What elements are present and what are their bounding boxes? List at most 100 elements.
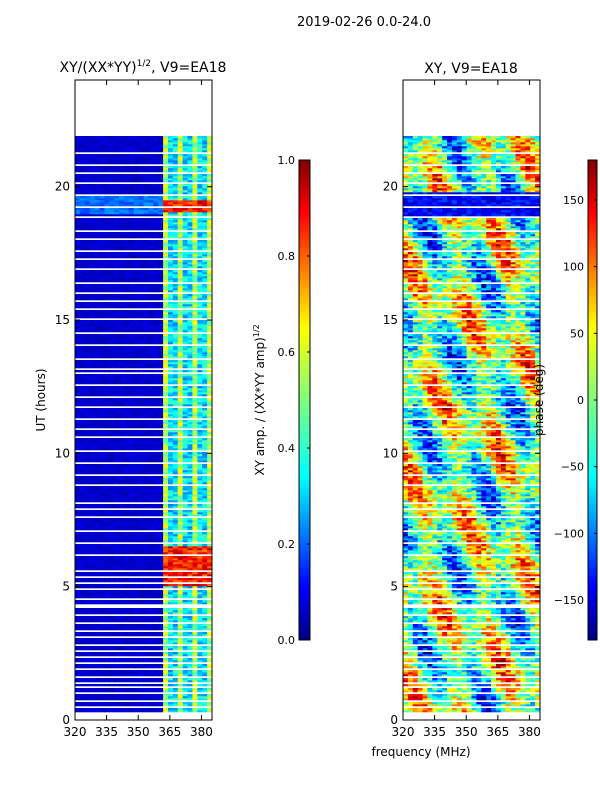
heatmap-cell [192,658,198,661]
heatmap-cell [75,510,81,513]
heatmap-cell [143,602,149,605]
heatmap-cell [172,388,179,391]
heatmap-cell [172,330,179,333]
heatmap-cell [158,444,164,447]
heatmap-cell [148,446,154,449]
heatmap-cell [79,338,86,341]
heatmap-cell [153,704,159,707]
heatmap-cell [75,422,81,425]
heatmap-cell [148,552,154,555]
heatmap-cell [109,638,115,641]
heatmap-cell [163,652,169,655]
heatmap-cell [197,566,203,569]
heatmap-cell [79,680,86,683]
heatmap-cell [89,652,95,655]
heatmap-cell [138,664,144,667]
heatmap-cell [123,472,130,475]
heatmap-cell [128,422,135,425]
heatmap-cell [192,664,198,667]
heatmap-cell [182,600,188,603]
heatmap-cell [182,580,188,583]
heatmap-cell [192,314,198,317]
heatmap-cell [192,666,198,669]
heatmap-cell [114,336,120,339]
heatmap-cell [182,336,188,339]
heatmap-cell [114,316,120,319]
heatmap-cell [89,254,95,257]
heatmap-cell [84,482,91,485]
heatmap-cell [197,336,203,339]
heatmap-cell [172,514,179,517]
heatmap-cell [148,698,154,701]
heatmap-cell [109,608,115,611]
heatmap-cell [163,510,169,513]
heatmap-cell [123,546,130,549]
heatmap-cell [197,298,203,301]
heatmap-cell [192,338,198,341]
heatmap-cell [207,500,212,503]
heatmap-cell [192,488,198,491]
heatmap-cell [138,266,144,269]
heatmap-cell [207,414,212,417]
heatmap-cell [114,446,120,449]
heatmap-cell [177,600,184,603]
heatmap-cell [79,294,86,297]
heatmap-cell [133,514,139,517]
heatmap-cell [197,654,203,657]
heatmap-cell [167,284,174,287]
heatmap-cell [133,410,139,413]
heatmap-cell [99,362,105,365]
heatmap-cell [99,378,105,381]
heatmap-cell [207,552,212,555]
heatmap-cell [148,422,154,425]
heatmap-cell [99,274,105,277]
heatmap-cell [158,466,164,469]
heatmap-cell [89,514,95,517]
heatmap-cell [187,330,193,333]
heatmap-cell [192,694,198,697]
heatmap-cell [138,362,144,365]
heatmap-cell [114,654,120,657]
heatmap-cell [143,374,149,377]
heatmap-cell [99,596,105,599]
heatmap-cell [79,672,86,675]
heatmap-cell [177,270,184,273]
heatmap-cell [143,272,149,275]
heatmap-cell [158,366,164,369]
heatmap-cell [109,512,115,515]
heatmap-cell [177,472,184,475]
heatmap-cell [114,586,120,589]
heatmap-cell [148,558,154,561]
heatmap-cell [123,414,130,417]
heatmap-cell [75,602,81,605]
heatmap-cell [104,594,110,597]
heatmap-cell [182,388,188,391]
heatmap-cell [182,620,188,623]
heatmap-cell [148,304,154,307]
heatmap-cell [94,674,100,677]
heatmap-cell [153,612,159,615]
heatmap-cell [207,690,212,693]
heatmap-cell [99,338,105,341]
heatmap-cell [89,640,95,643]
heatmap-cell [163,470,169,473]
heatmap-cell [128,540,135,543]
heatmap-cell [123,388,130,391]
heatmap-cell [89,330,95,333]
heatmap-cell [119,470,125,473]
heatmap-cell [148,272,154,275]
heatmap-cell [128,336,135,339]
heatmap-cell [94,698,100,701]
heatmap-cell [84,658,91,661]
heatmap-cell [172,380,179,383]
heatmap-cell [172,638,179,641]
heatmap-cell [99,352,105,355]
heatmap-cell [104,402,110,405]
heatmap-cell [182,350,188,353]
heatmap-cell [84,472,91,475]
heatmap-cell [109,524,115,527]
heatmap-cell [172,422,179,425]
heatmap-cell [207,626,212,629]
heatmap-cell [163,678,169,681]
heatmap-cell [187,480,193,483]
